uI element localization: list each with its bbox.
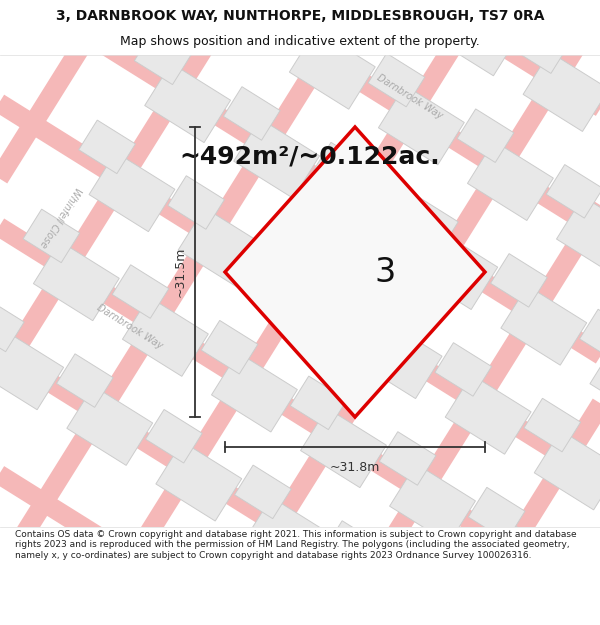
- Polygon shape: [445, 375, 531, 454]
- Polygon shape: [211, 352, 298, 432]
- Polygon shape: [134, 31, 191, 84]
- Text: Map shows position and indicative extent of the property.: Map shows position and indicative extent…: [120, 35, 480, 48]
- Polygon shape: [557, 543, 600, 596]
- Polygon shape: [412, 230, 497, 309]
- Polygon shape: [334, 553, 420, 625]
- Polygon shape: [546, 164, 600, 218]
- Polygon shape: [467, 141, 553, 221]
- Polygon shape: [389, 464, 475, 543]
- Polygon shape: [356, 319, 442, 399]
- Polygon shape: [235, 465, 291, 519]
- Polygon shape: [523, 52, 600, 131]
- Polygon shape: [379, 432, 436, 485]
- Polygon shape: [590, 341, 600, 421]
- Polygon shape: [323, 521, 380, 574]
- Polygon shape: [346, 287, 403, 341]
- Text: ~31.8m: ~31.8m: [330, 461, 380, 474]
- Polygon shape: [524, 398, 581, 452]
- Polygon shape: [434, 0, 520, 76]
- Polygon shape: [534, 431, 600, 510]
- Polygon shape: [234, 119, 320, 198]
- Polygon shape: [289, 30, 375, 109]
- Polygon shape: [290, 376, 347, 429]
- Polygon shape: [201, 321, 258, 374]
- Polygon shape: [56, 354, 113, 408]
- Polygon shape: [345, 0, 431, 20]
- Polygon shape: [0, 298, 24, 352]
- Text: Contains OS data © Crown copyright and database right 2021. This information is : Contains OS data © Crown copyright and d…: [15, 530, 577, 560]
- Polygon shape: [79, 120, 136, 174]
- Polygon shape: [579, 0, 600, 42]
- Polygon shape: [580, 309, 600, 362]
- Polygon shape: [23, 209, 80, 262]
- Polygon shape: [245, 497, 331, 577]
- Polygon shape: [178, 208, 264, 288]
- Polygon shape: [34, 241, 119, 321]
- Polygon shape: [112, 265, 169, 318]
- Polygon shape: [122, 297, 208, 376]
- Polygon shape: [146, 409, 202, 463]
- Polygon shape: [413, 576, 469, 625]
- Polygon shape: [267, 264, 353, 343]
- Polygon shape: [501, 286, 587, 365]
- Polygon shape: [156, 441, 242, 521]
- Polygon shape: [457, 109, 514, 162]
- Polygon shape: [200, 0, 286, 54]
- Polygon shape: [225, 127, 485, 417]
- Polygon shape: [0, 330, 64, 410]
- Polygon shape: [301, 408, 386, 488]
- Polygon shape: [279, 0, 336, 51]
- Polygon shape: [368, 53, 425, 107]
- Polygon shape: [145, 63, 230, 142]
- Text: Darnbrook Way: Darnbrook Way: [95, 302, 164, 351]
- Polygon shape: [89, 152, 175, 232]
- Polygon shape: [468, 488, 525, 541]
- Polygon shape: [491, 254, 547, 307]
- Polygon shape: [323, 174, 409, 254]
- Polygon shape: [513, 20, 569, 73]
- Polygon shape: [435, 342, 491, 396]
- Text: ~492m²/~0.122ac.: ~492m²/~0.122ac.: [179, 145, 440, 169]
- Polygon shape: [557, 197, 600, 276]
- Polygon shape: [223, 87, 280, 140]
- Text: Whinfell Close: Whinfell Close: [37, 185, 83, 249]
- Polygon shape: [67, 386, 152, 466]
- Polygon shape: [313, 142, 369, 196]
- Polygon shape: [257, 231, 314, 285]
- Text: 3: 3: [374, 256, 395, 289]
- Text: 3, DARNBROOK WAY, NUNTHORPE, MIDDLESBROUGH, TS7 0RA: 3, DARNBROOK WAY, NUNTHORPE, MIDDLESBROU…: [56, 9, 544, 24]
- Polygon shape: [401, 198, 458, 251]
- Polygon shape: [479, 519, 565, 599]
- Text: Darnbrook Way: Darnbrook Way: [376, 72, 445, 121]
- Text: ~31.5m: ~31.5m: [174, 247, 187, 297]
- Polygon shape: [379, 86, 464, 165]
- Polygon shape: [168, 176, 224, 229]
- Polygon shape: [424, 0, 481, 18]
